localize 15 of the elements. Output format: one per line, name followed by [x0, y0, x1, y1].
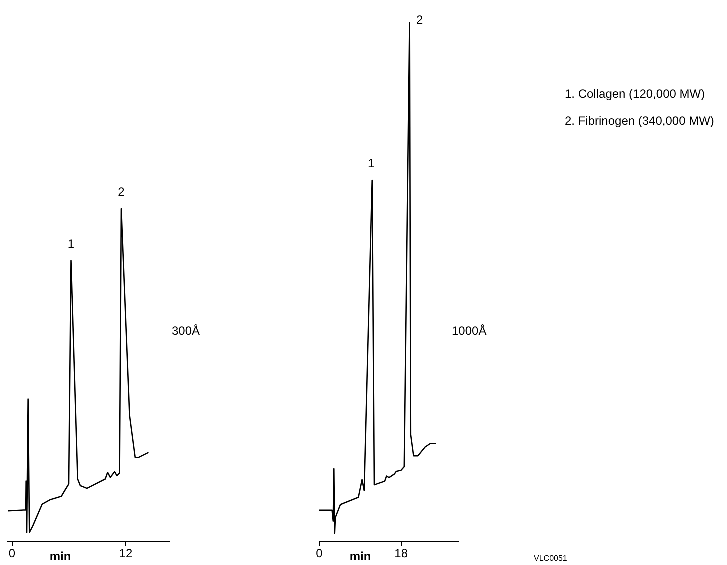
text: 300Å — [172, 324, 200, 338]
annotation: 1 — [368, 156, 376, 170]
x-axis-title: min — [50, 550, 72, 564]
annotation: 1000Å — [452, 324, 487, 338]
annotation: 2 — [118, 185, 126, 199]
text: 2. Fibrinogen (340,000 MW) — [565, 114, 714, 128]
annotation: 1 — [68, 236, 75, 251]
x-tick-label: 12 — [119, 546, 133, 560]
text: 1. Collagen (120,000 MW) — [565, 87, 706, 101]
text: VLC0051 — [534, 554, 568, 563]
x-tick-label: 0 — [8, 546, 16, 560]
x-axis-title: min — [350, 550, 372, 564]
x-tick-label: 0 — [316, 546, 324, 560]
x-tick-label: 18 — [394, 546, 408, 560]
annotation: 2 — [416, 13, 424, 27]
